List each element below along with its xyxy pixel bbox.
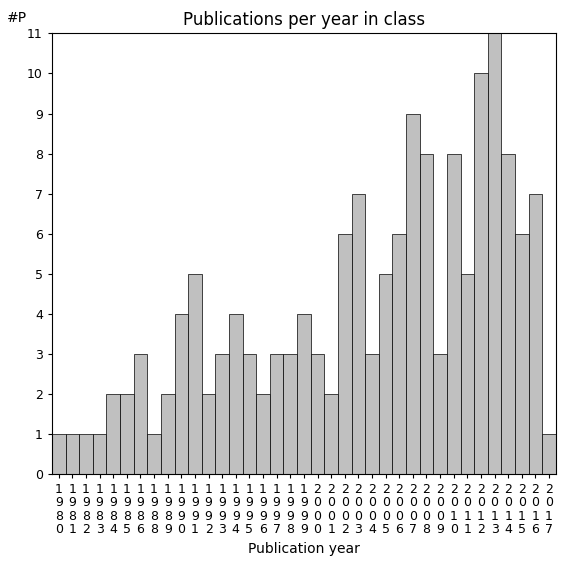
Bar bbox=[542, 434, 556, 474]
Bar bbox=[229, 314, 243, 474]
Bar bbox=[134, 354, 147, 474]
Bar bbox=[284, 354, 297, 474]
Bar bbox=[365, 354, 379, 474]
X-axis label: Publication year: Publication year bbox=[248, 542, 360, 556]
Bar bbox=[188, 274, 202, 474]
Bar bbox=[324, 393, 338, 474]
Bar bbox=[406, 113, 420, 474]
Bar bbox=[338, 234, 352, 474]
Bar bbox=[501, 154, 515, 474]
Y-axis label: #P: #P bbox=[7, 11, 27, 24]
Bar bbox=[460, 274, 474, 474]
Bar bbox=[147, 434, 161, 474]
Bar bbox=[120, 393, 134, 474]
Bar bbox=[447, 154, 460, 474]
Title: Publications per year in class: Publications per year in class bbox=[183, 11, 425, 29]
Bar bbox=[243, 354, 256, 474]
Bar bbox=[515, 234, 528, 474]
Bar bbox=[52, 434, 66, 474]
Bar bbox=[270, 354, 284, 474]
Bar bbox=[474, 74, 488, 474]
Bar bbox=[93, 434, 107, 474]
Bar bbox=[392, 234, 406, 474]
Bar bbox=[107, 393, 120, 474]
Bar bbox=[352, 193, 365, 474]
Bar bbox=[161, 393, 175, 474]
Bar bbox=[488, 33, 501, 474]
Bar bbox=[379, 274, 392, 474]
Bar bbox=[256, 393, 270, 474]
Bar bbox=[528, 193, 542, 474]
Bar bbox=[79, 434, 93, 474]
Bar bbox=[311, 354, 324, 474]
Bar bbox=[297, 314, 311, 474]
Bar bbox=[433, 354, 447, 474]
Bar bbox=[66, 434, 79, 474]
Bar bbox=[202, 393, 215, 474]
Bar bbox=[420, 154, 433, 474]
Bar bbox=[175, 314, 188, 474]
Bar bbox=[215, 354, 229, 474]
